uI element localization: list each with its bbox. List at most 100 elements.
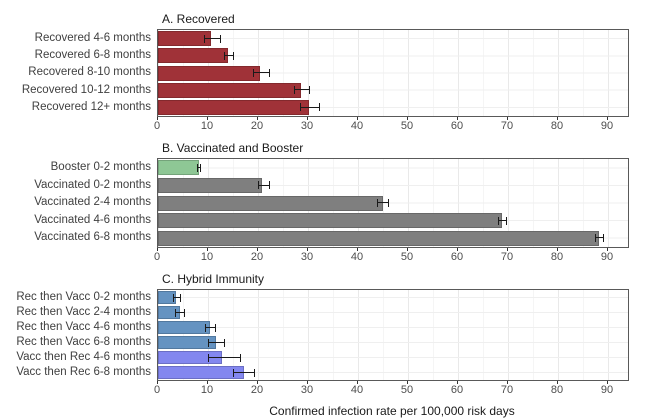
tick-mark	[607, 117, 608, 120]
tick-mark	[157, 381, 158, 384]
tick-label: 80	[550, 120, 564, 132]
tick-label: 80	[550, 384, 564, 396]
category-label: Recovered 10-12 months	[21, 83, 151, 96]
tick-mark	[307, 381, 308, 384]
error-bar	[196, 163, 201, 172]
tick-label: 50	[400, 384, 414, 396]
tick-mark	[257, 117, 258, 120]
plot-panel	[157, 158, 629, 248]
tick-mark	[357, 117, 358, 120]
tick-label: 20	[250, 384, 264, 396]
bar	[158, 31, 211, 47]
tick-mark	[507, 381, 508, 384]
bar	[158, 366, 244, 379]
category-label: Booster 0-2 months	[50, 161, 151, 173]
error-bar	[232, 368, 255, 377]
error-bar	[208, 353, 241, 362]
category-label: Rec then Vacc 4-6 months	[16, 321, 151, 333]
tick-label: 40	[350, 384, 364, 396]
bar	[158, 177, 262, 193]
error-bar	[498, 216, 507, 225]
bar	[158, 230, 599, 246]
tick-label: 60	[450, 120, 464, 132]
tick-mark	[207, 117, 208, 120]
tick-mark	[207, 381, 208, 384]
category-label: Vaccinated 0-2 months	[34, 178, 151, 191]
tick-mark	[257, 381, 258, 384]
error-bar	[175, 308, 185, 317]
bar	[158, 160, 199, 176]
chart-panel-b: B. Vaccinated and Booster Booster 0-2 mon…	[0, 140, 651, 263]
plot-panel	[157, 289, 629, 381]
category-label: Vaccinated 2-4 months	[34, 196, 151, 209]
bar	[158, 213, 502, 229]
tick-mark	[357, 248, 358, 251]
tick-label: 70	[500, 384, 514, 396]
tick-label: 0	[153, 384, 161, 396]
tick-mark	[407, 381, 408, 384]
category-label: Recovered 12+ months	[31, 100, 151, 113]
tick-mark	[507, 117, 508, 120]
tick-mark	[507, 248, 508, 251]
bar	[158, 48, 228, 64]
tick-label: 20	[250, 120, 264, 132]
category-label: Rec then Vacc 0-2 months	[16, 291, 151, 303]
error-bar	[594, 234, 604, 243]
tick-mark	[157, 248, 158, 251]
tick-mark	[157, 117, 158, 120]
tick-mark	[257, 248, 258, 251]
chart-panel-a: A. Recovered Recovered 4-6 months Recovere…	[0, 11, 651, 132]
tick-mark	[457, 117, 458, 120]
x-axis: 0 10 20 30 40 50 60 70 80 90	[153, 381, 627, 396]
tick-label: 70	[500, 120, 514, 132]
error-bar	[377, 199, 389, 207]
tick-mark	[457, 248, 458, 251]
error-bar	[294, 86, 310, 95]
error-bar	[204, 323, 216, 332]
tick-label: 70	[500, 251, 514, 263]
tick-label: 0	[153, 251, 161, 263]
tick-label: 80	[550, 251, 564, 263]
category-label: Rec then Vacc 6-8 months	[16, 336, 151, 348]
tick-label: 50	[400, 251, 414, 263]
tick-mark	[607, 248, 608, 251]
plot-panel	[157, 29, 629, 117]
tick-mark	[307, 117, 308, 120]
tick-label: 60	[450, 251, 464, 263]
error-bar	[204, 34, 221, 43]
tick-label: 20	[250, 251, 264, 263]
chart-panel-c: C. Hybrid Immunity Rec then Vacc 0-2 mont…	[0, 271, 651, 396]
tick-mark	[557, 381, 558, 384]
error-bar	[300, 103, 320, 112]
category-label: Vacc then Rec 4-6 months	[16, 351, 151, 363]
error-bar	[208, 338, 225, 347]
bar	[158, 82, 301, 98]
tick-label: 30	[300, 251, 314, 263]
panel-title: A. Recovered	[162, 12, 235, 26]
tick-label: 10	[200, 251, 214, 263]
category-label: Recovered 6-8 months	[34, 49, 151, 62]
tick-label: 40	[350, 251, 364, 263]
tick-mark	[557, 248, 558, 251]
tick-mark	[207, 248, 208, 251]
chart-panels: A. Recovered Recovered 4-6 months Recovere…	[0, 11, 651, 396]
error-bar	[252, 69, 270, 77]
category-label: Recovered 8-10 months	[28, 66, 151, 79]
category-label: Recovered 4-6 months	[34, 32, 151, 44]
tick-mark	[407, 248, 408, 251]
category-label: Vacc then Rec 6-8 months	[16, 366, 151, 378]
category-label: Vaccinated 6-8 months	[34, 231, 151, 244]
tick-label: 0	[153, 120, 161, 132]
x-axis: 0 10 20 30 40 50 60 70 80 90	[153, 248, 627, 263]
tick-mark	[557, 117, 558, 120]
tick-label: 50	[400, 120, 414, 132]
tick-label: 90	[600, 384, 614, 396]
tick-mark	[307, 248, 308, 251]
bar	[158, 65, 260, 81]
tick-label: 60	[450, 384, 464, 396]
category-label: Vaccinated 4-6 months	[34, 213, 151, 226]
bar	[158, 321, 210, 334]
bar	[158, 99, 309, 115]
error-bar	[257, 181, 270, 190]
